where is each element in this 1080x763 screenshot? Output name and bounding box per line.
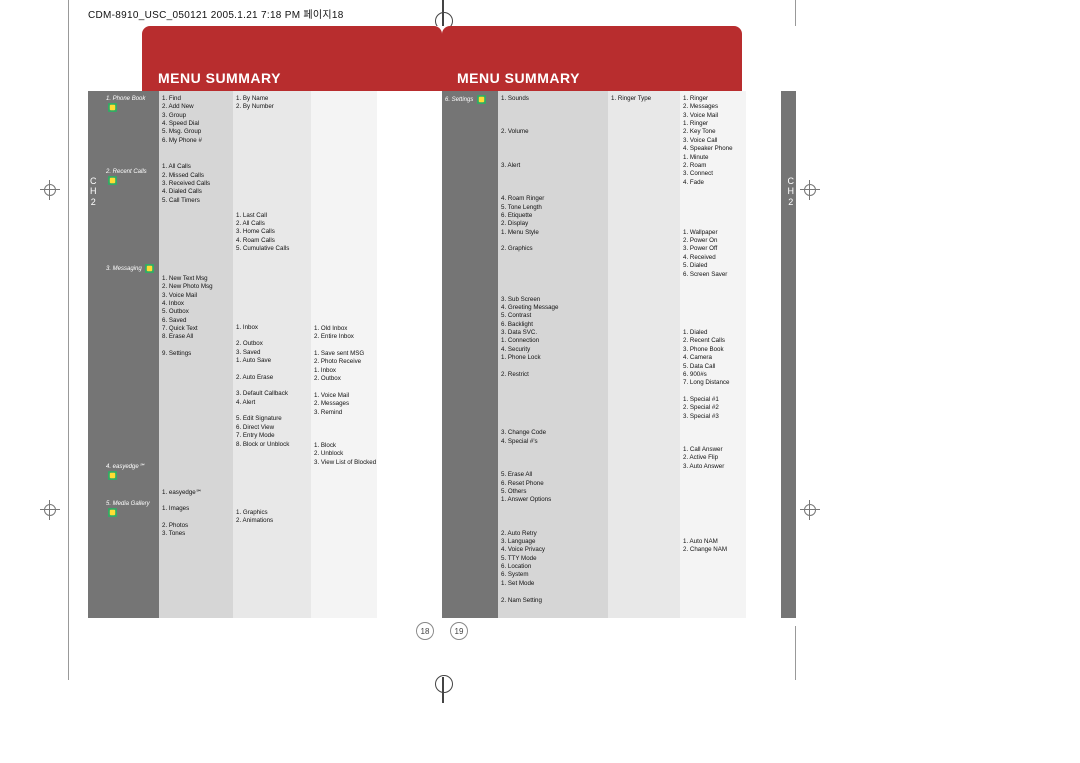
page-19: MENU SUMMARY CH2 6. Settings 1. Sounds 2… bbox=[442, 26, 796, 626]
page-title: MENU SUMMARY bbox=[457, 70, 580, 86]
chapter-band bbox=[88, 91, 103, 618]
menu-col-3: 1. Old Inbox2. Entire Inbox 1. Save sent… bbox=[311, 91, 377, 618]
page-number: 19 bbox=[450, 622, 468, 640]
registration-mark bbox=[40, 500, 60, 520]
chapter-label: CH2 bbox=[788, 176, 795, 207]
page-spread: MENU SUMMARY CH2 1. Phone Book 2. Recent… bbox=[88, 26, 796, 626]
category-column: 1. Phone Book 2. Recent Calls 3. Messagi… bbox=[103, 91, 159, 618]
category-column: 6. Settings bbox=[442, 91, 498, 618]
menu-col-2: 1. Ringer Type bbox=[608, 91, 680, 618]
trim-line-left bbox=[68, 0, 69, 680]
menu-col-2: 1. By Name2. By Number1. Last Call2. All… bbox=[233, 91, 311, 618]
crop-mark-top bbox=[430, 0, 456, 26]
crop-mark-bottom bbox=[430, 677, 456, 703]
menu-col-1: 1. Sounds 2. Volume 3. Alert 4. Roam Rin… bbox=[498, 91, 608, 618]
page-18: MENU SUMMARY CH2 1. Phone Book 2. Recent… bbox=[88, 26, 442, 626]
menu-col-1: 1. Find2. Add New3. Group4. Speed Dial5.… bbox=[159, 91, 233, 618]
page-number: 18 bbox=[416, 622, 434, 640]
chapter-label: CH2 bbox=[90, 176, 97, 207]
doc-header: CDM-8910_USC_050121 2005.1.21 7:18 PM 페이… bbox=[88, 6, 344, 21]
chapter-band bbox=[781, 91, 796, 618]
registration-mark bbox=[40, 180, 60, 200]
registration-mark bbox=[800, 180, 820, 200]
registration-mark bbox=[800, 500, 820, 520]
page-title: MENU SUMMARY bbox=[158, 70, 281, 86]
menu-col-3: 1. Ringer2. Messages3. Voice Mail1. Ring… bbox=[680, 91, 746, 618]
